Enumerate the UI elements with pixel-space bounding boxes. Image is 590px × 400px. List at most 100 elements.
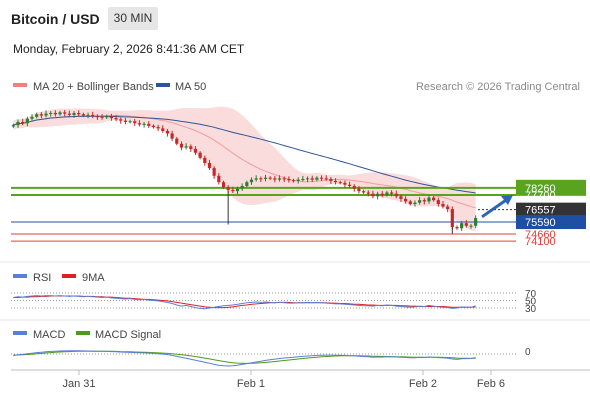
candle-body (81, 114, 85, 116)
bollinger-band-area (13, 106, 476, 232)
price-tag-current (516, 202, 586, 217)
candle-body (30, 116, 34, 119)
candle-body (133, 121, 137, 124)
candle-body (128, 121, 132, 123)
forecast-arrow-shaft (481, 196, 510, 219)
instrument-title: Bitcoin / USD (11, 11, 100, 27)
price-tag-78260 (516, 179, 586, 196)
candle-body (385, 192, 389, 196)
candle-body (16, 121, 20, 126)
legend-swatch-ma50 (156, 83, 170, 87)
candle-body (35, 114, 39, 117)
price-tag-text-75590: 75590 (525, 217, 556, 229)
candle-body (347, 184, 352, 187)
price-tag-text-74660: 74660 (525, 229, 556, 241)
candle-body (413, 202, 417, 204)
candle-body (361, 191, 366, 193)
candle-body (296, 179, 300, 181)
legend-swatch-macd (13, 331, 27, 335)
ma50-line (13, 115, 476, 194)
candle-body (123, 120, 128, 122)
candle-body (263, 177, 268, 179)
candle-body (156, 127, 160, 129)
candle-body (58, 112, 62, 115)
rsi-level-label-30: 30 (525, 304, 537, 315)
candle-body (259, 178, 263, 180)
candle-body (39, 114, 43, 116)
candle-body (217, 175, 221, 183)
candle-body (63, 112, 67, 114)
candle-body (240, 186, 244, 189)
candle-body (25, 118, 29, 124)
candle-body (282, 178, 286, 180)
candle-body (49, 112, 53, 114)
legend-swatch-rsi-ma (62, 274, 76, 278)
candle-body (310, 178, 314, 180)
candle-body (137, 123, 142, 125)
candle-body (441, 203, 445, 207)
candle-body (338, 182, 342, 184)
candle-body (399, 196, 403, 199)
candle-body (268, 177, 272, 179)
legend-label-ma50: MA 50 (175, 81, 206, 93)
candle-body (235, 188, 240, 192)
candle-body (170, 133, 174, 139)
candle-body (455, 227, 459, 229)
candle-body (319, 177, 324, 179)
macd-line (13, 350, 476, 367)
legend-label-rsi: RSI (33, 272, 51, 284)
candle-body (193, 148, 198, 153)
candle-body (390, 192, 394, 194)
rsi-level-label-50: 50 (525, 297, 537, 308)
candle-body (203, 157, 207, 163)
candle-body (212, 168, 216, 176)
candle-body (315, 177, 319, 180)
price-tag-75590 (516, 215, 586, 230)
candle-body (231, 189, 235, 192)
candle-body (380, 193, 384, 196)
candle-body (189, 146, 193, 149)
macd-level-label: 0 (525, 347, 531, 358)
time-tick-label: Jan 31 (62, 378, 95, 390)
candle-body (21, 121, 25, 124)
candle-body (287, 178, 291, 181)
candle-body (305, 178, 310, 180)
candle-body (77, 112, 81, 115)
candle-body (11, 125, 15, 127)
candle-body (44, 113, 48, 116)
candle-body (175, 138, 179, 144)
candle-body (72, 112, 76, 115)
rsi-level-label-70: 70 (525, 289, 537, 300)
rsi-ma-line (13, 295, 476, 309)
price-tag-text-78260: 78260 (525, 183, 556, 195)
timestamp: Monday, February 2, 2026 8:41:36 AM CET (13, 42, 245, 56)
candle-body (184, 146, 188, 148)
candle-body (469, 225, 473, 227)
legend-label-rsi-ma: 9MA (82, 272, 105, 284)
candle-body (245, 182, 249, 187)
candle-body (460, 223, 464, 229)
price-tag-text-77700: 77700 (525, 190, 556, 202)
candle-body (324, 178, 328, 180)
chart-header: Bitcoin / USD 30 MIN (0, 0, 590, 36)
candle-body (408, 201, 412, 204)
forecast-arrow-head (501, 195, 513, 206)
candle-body (273, 178, 277, 180)
candle-body (53, 112, 57, 115)
time-tick-label: Feb 6 (477, 378, 505, 390)
candle-body (254, 178, 258, 180)
candle-body (95, 116, 99, 118)
legend-swatch-rsi (13, 274, 27, 278)
candle-body (109, 116, 114, 119)
candle-body (100, 116, 104, 118)
candle-body (446, 206, 450, 210)
candle-body (329, 178, 333, 181)
interval-button[interactable]: 30 MIN (108, 7, 158, 30)
candle-body (151, 125, 156, 128)
legend-label-bollinger: MA 20 + Bollinger Bands (33, 81, 154, 93)
candle-body (474, 218, 478, 226)
legend-label-macd: MACD (33, 329, 65, 341)
candle-body (207, 162, 212, 169)
candle-body (404, 198, 408, 202)
